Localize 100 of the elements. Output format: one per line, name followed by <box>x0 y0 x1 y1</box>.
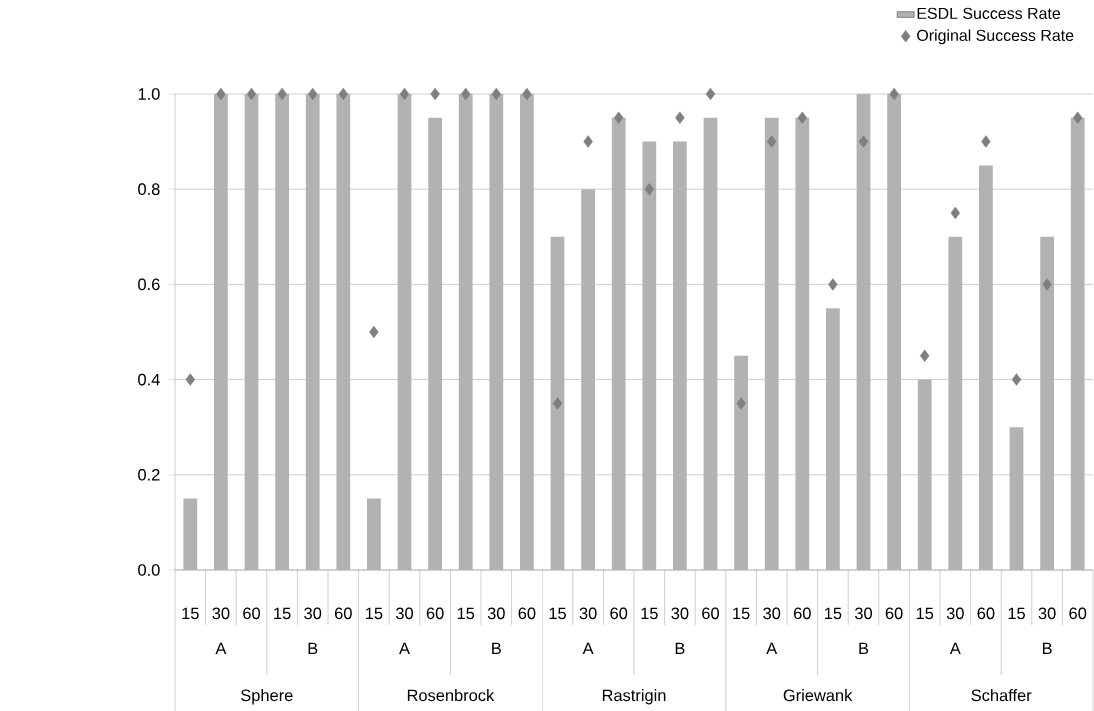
x-tick-label: 15 <box>549 607 566 620</box>
bar <box>948 236 963 570</box>
point <box>399 87 410 101</box>
bar <box>795 117 810 570</box>
x-tick-label: 15 <box>457 607 475 620</box>
bar <box>397 93 412 570</box>
point <box>705 87 716 101</box>
point <box>1042 278 1052 291</box>
y-tick-label: 0.2 <box>138 468 160 481</box>
text: A <box>399 642 410 654</box>
x-tick-label: 60 <box>610 607 628 620</box>
text: B <box>675 642 685 654</box>
bar <box>642 141 657 570</box>
x-tick-label: 30 <box>763 607 781 620</box>
bar <box>917 379 932 570</box>
point <box>1011 373 1022 386</box>
point <box>185 373 196 386</box>
text: Rastrigin <box>602 688 666 705</box>
legend-label: ESDL Success Rate <box>917 7 1061 19</box>
bar <box>581 189 595 570</box>
x-tick-label: 60 <box>518 607 536 620</box>
text: B <box>1042 642 1052 654</box>
y-tick-label: 0.8 <box>138 183 160 195</box>
text: Rosenbrock <box>407 688 495 702</box>
bar <box>764 117 779 570</box>
bar <box>703 117 718 570</box>
point <box>491 87 502 101</box>
bar <box>305 93 320 570</box>
bar <box>520 93 534 570</box>
text: A <box>215 642 227 654</box>
point <box>889 87 899 101</box>
bar <box>244 93 259 570</box>
bar <box>367 498 381 570</box>
x-tick-label: 15 <box>274 607 291 620</box>
point <box>246 87 257 101</box>
y-tick-label: 1.0 <box>138 88 160 100</box>
bar <box>489 93 504 570</box>
x-tick-label: 30 <box>212 607 230 620</box>
legend-label: Original Success Rate <box>917 29 1074 45</box>
bar <box>1009 427 1024 570</box>
x-tick-label: 15 <box>366 607 383 620</box>
y-tick-label: 0.4 <box>138 373 160 386</box>
x-tick-label: 15 <box>182 607 199 620</box>
text: Griewank <box>783 688 853 702</box>
x-tick-label: 30 <box>946 607 964 620</box>
x-tick-label: 60 <box>1069 607 1087 620</box>
x-tick-label: 30 <box>487 607 505 620</box>
x-tick-label: 60 <box>793 607 811 620</box>
point <box>522 87 532 101</box>
point <box>797 111 807 124</box>
point <box>675 111 685 124</box>
text: B <box>492 642 501 654</box>
text: A <box>766 642 778 654</box>
x-tick-label: 60 <box>885 607 903 620</box>
bar <box>1070 117 1085 570</box>
x-tick-label: 15 <box>916 607 934 620</box>
x-tick-label: 60 <box>426 607 444 620</box>
point <box>644 182 655 196</box>
bar <box>550 236 565 570</box>
point <box>981 135 991 148</box>
x-tick-label: 30 <box>671 607 689 620</box>
bar <box>275 93 289 570</box>
point <box>583 135 593 148</box>
x-tick-label: 60 <box>977 607 995 620</box>
point <box>552 397 563 410</box>
x-tick-label: 60 <box>702 607 719 620</box>
x-tick-label: 30 <box>304 607 322 620</box>
text: B <box>859 642 869 654</box>
x-tick-label: 15 <box>641 607 658 620</box>
y-tick-label: 0.0 <box>138 564 160 576</box>
point <box>736 397 746 410</box>
point <box>828 278 838 291</box>
point <box>430 87 440 101</box>
point <box>338 87 349 101</box>
x-tick-label: 60 <box>334 607 352 620</box>
y-tick-label: 0.6 <box>138 278 160 291</box>
point <box>920 349 930 362</box>
x-tick-label: 30 <box>854 607 872 620</box>
bar <box>1040 236 1054 570</box>
bar <box>336 93 351 570</box>
bar <box>428 117 442 570</box>
point <box>950 206 960 220</box>
point <box>1073 111 1083 124</box>
point <box>308 87 318 101</box>
x-tick-label: 30 <box>579 607 597 620</box>
bar <box>673 141 687 570</box>
point <box>369 325 379 339</box>
x-tick-label: 30 <box>395 607 413 620</box>
bar <box>979 165 993 570</box>
bar <box>611 117 626 570</box>
point <box>767 135 777 148</box>
bar <box>887 93 901 570</box>
bar <box>214 93 228 570</box>
point <box>858 135 869 148</box>
text: Schaffer <box>971 688 1032 702</box>
bar <box>856 93 871 570</box>
x-tick-label: 30 <box>1038 607 1056 620</box>
bar <box>183 498 198 570</box>
point <box>216 87 226 101</box>
x-tick-label: 15 <box>1008 607 1025 620</box>
